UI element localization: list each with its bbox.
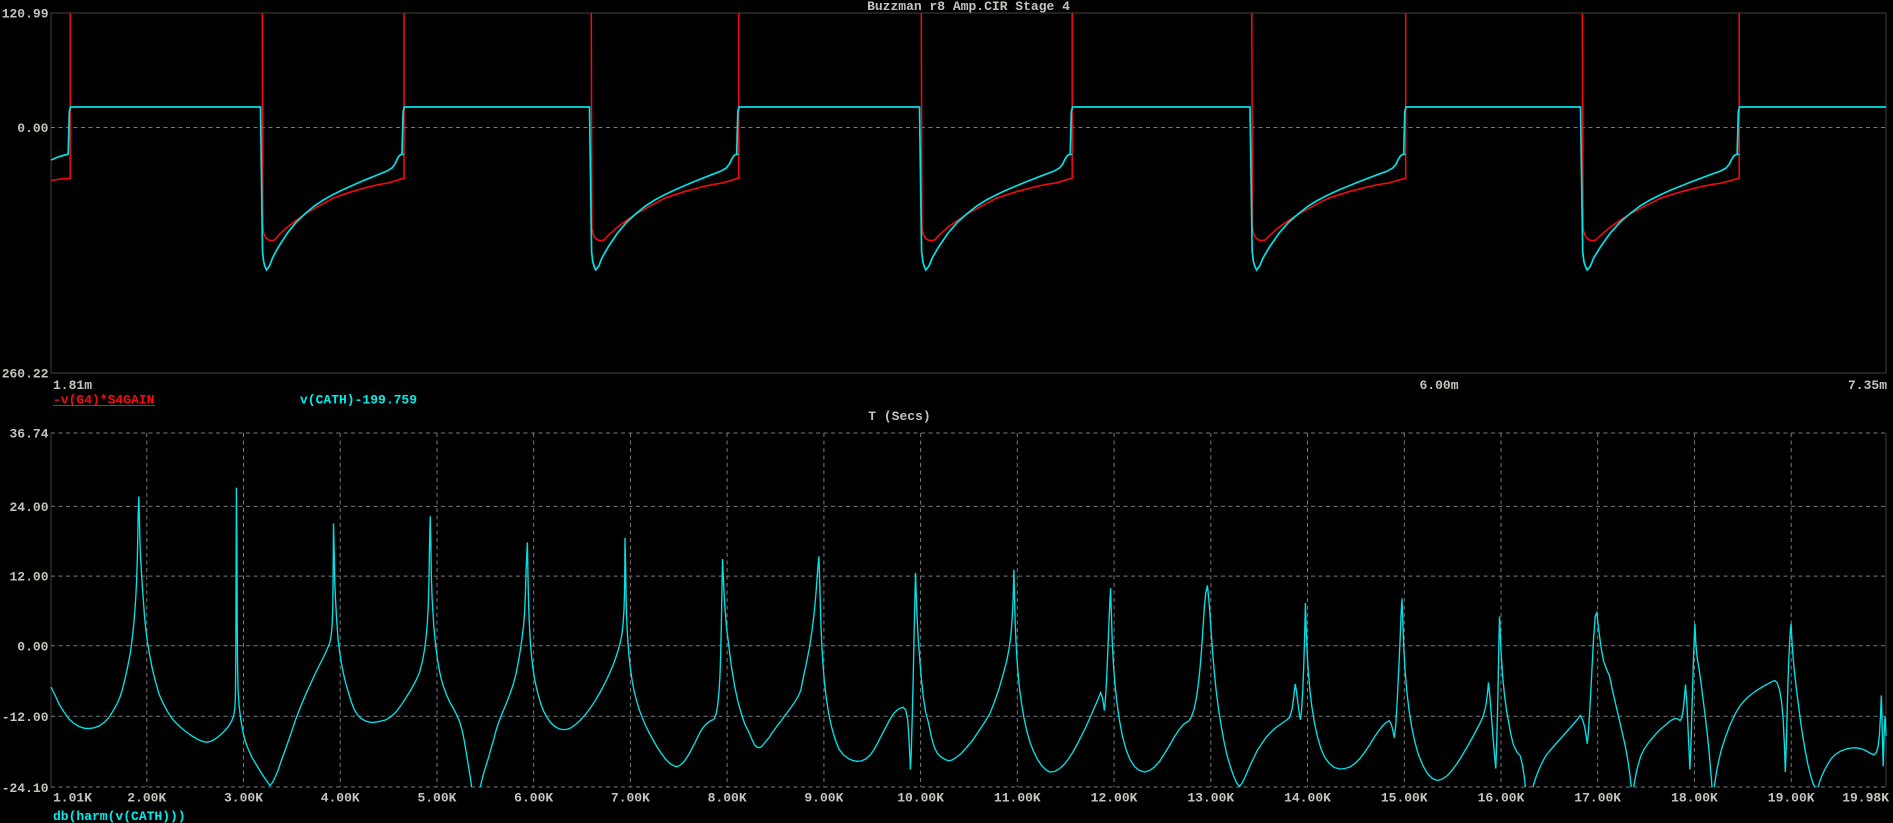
svg-text:18.00K: 18.00K	[1671, 791, 1718, 806]
svg-text:24.00: 24.00	[9, 500, 48, 515]
svg-text:16.00K: 16.00K	[1478, 791, 1525, 806]
svg-text:19.98K: 19.98K	[1842, 791, 1889, 806]
svg-text:11.00K: 11.00K	[994, 791, 1041, 806]
svg-text:-v(G4)*S4GAIN: -v(G4)*S4GAIN	[53, 393, 154, 408]
svg-text:T (Secs): T (Secs)	[868, 409, 930, 424]
svg-text:0.00: 0.00	[17, 121, 48, 136]
svg-text:1.81m: 1.81m	[53, 378, 92, 393]
svg-text:db(harm(v(CATH))): db(harm(v(CATH)))	[53, 809, 186, 823]
svg-text:6.00K: 6.00K	[514, 791, 553, 806]
svg-text:15.00K: 15.00K	[1381, 791, 1428, 806]
svg-text:6.00m: 6.00m	[1419, 378, 1458, 393]
svg-text:-24.10: -24.10	[2, 781, 49, 796]
svg-text:120.99: 120.99	[2, 7, 49, 22]
svg-text:10.00K: 10.00K	[897, 791, 944, 806]
svg-text:7.00K: 7.00K	[611, 791, 650, 806]
svg-text:17.00K: 17.00K	[1574, 791, 1621, 806]
svg-text:v(CATH)-199.759: v(CATH)-199.759	[300, 393, 417, 408]
svg-text:14.00K: 14.00K	[1284, 791, 1331, 806]
svg-text:1.01K: 1.01K	[53, 791, 92, 806]
svg-text:-12.00: -12.00	[2, 710, 49, 725]
svg-text:7.35m: 7.35m	[1848, 378, 1887, 393]
svg-text:36.74: 36.74	[9, 427, 48, 442]
svg-text:12.00: 12.00	[9, 570, 48, 585]
svg-text:0.00: 0.00	[17, 639, 48, 654]
svg-text:13.00K: 13.00K	[1187, 791, 1234, 806]
svg-text:2.00K: 2.00K	[127, 791, 166, 806]
svg-text:4.00K: 4.00K	[321, 791, 360, 806]
svg-text:5.00K: 5.00K	[417, 791, 456, 806]
svg-text:12.00K: 12.00K	[1091, 791, 1138, 806]
svg-text:8.00K: 8.00K	[708, 791, 747, 806]
svg-text:3.00K: 3.00K	[224, 791, 263, 806]
svg-text:Buzzman r8 Amp.CIR Stage 4: Buzzman r8 Amp.CIR Stage 4	[867, 0, 1070, 14]
svg-text:19.00K: 19.00K	[1768, 791, 1815, 806]
svg-text:9.00K: 9.00K	[804, 791, 843, 806]
svg-text:260.22: 260.22	[2, 367, 49, 382]
